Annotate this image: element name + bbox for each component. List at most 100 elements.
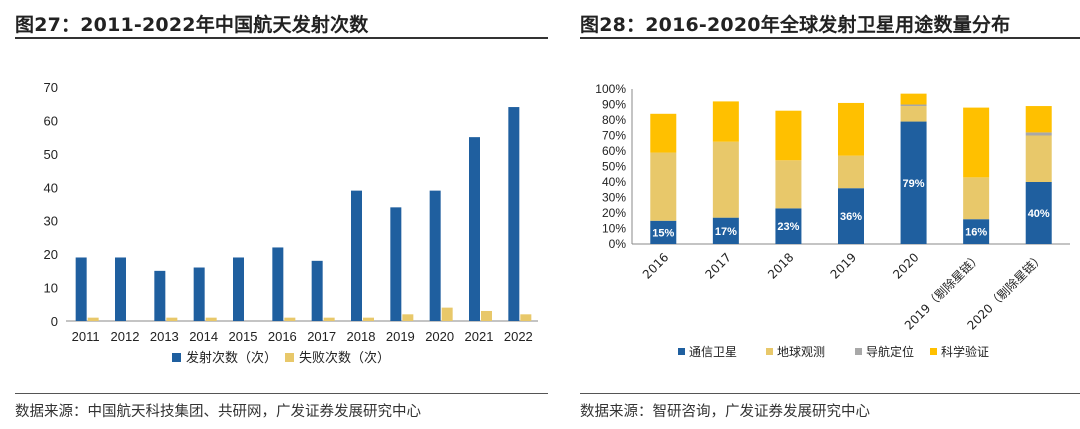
x-tick-label: 2011 [72,329,100,344]
legend-swatch [678,348,685,355]
bar-earth-observation [838,155,864,189]
legend-swatch [766,348,773,355]
bar-failures [481,310,492,321]
x-tick-label: 2021 [465,329,494,344]
x-tick-label: 2018 [347,329,376,344]
y-tick-label: 90% [602,98,626,112]
bar-failures [87,317,99,321]
figure-28-panel: 图28：2016-2020年全球发射卫星用途数量分布 0% 10% 20% 30% 40… [570,0,1080,429]
figure-27-panel: 图27：2011-2022年中国航天发射次数 0 10 20 30 40 50 60 70 20… [15,14,548,420]
legend-swatch [855,348,862,355]
bar-launches [193,267,205,321]
figure-28-source: 数据来源：智研咨询，广发证券发展研究中心 [580,404,870,420]
bar-earth-observation [650,152,677,221]
x-tick-label: 2015 [229,329,258,344]
bar-launches [115,257,126,321]
y-tick-label: 80% [602,113,626,127]
legend-swatch [930,348,937,355]
bar-launches [351,190,362,321]
y-tick-label: 30% [602,191,626,205]
data-label: 23% [777,221,799,233]
bar-launches [233,257,244,321]
bar-failures [166,317,178,321]
bar-science [1025,106,1052,133]
launch-count-chart: 0 10 20 30 40 50 60 70 2011 2012 2013 2014 2015 2016 2… [44,80,538,366]
bar-launches [508,107,520,321]
x-tick-label: 2014 [189,329,218,344]
bar-communication [963,219,990,244]
y-tick-label: 10 [44,281,58,296]
bar-failures [284,317,296,321]
bar-communication [900,121,927,244]
bar-failures [441,307,453,321]
data-label: 15% [652,227,674,239]
bar-communication [838,188,864,244]
x-tick-label: 2020 [425,329,454,344]
x-tick-label: 2017 [702,250,733,281]
bar-science [838,102,864,156]
bar-communication [775,208,802,244]
bar-failures [323,317,335,321]
bar-failures [520,314,532,321]
data-label: 79% [903,178,925,190]
y-tick-label: 30 [44,214,58,229]
legend-label: 科学验证 [941,344,989,359]
x-tick-label: 2020 [890,250,921,281]
bar-launches [154,270,166,321]
legend-swatch [285,353,294,362]
y-tick-label: 40 [44,180,58,195]
y-tick-label: 20% [602,206,626,220]
x-tick-label: 2019 [828,250,859,281]
bar-launches [272,247,284,321]
bar-earth-observation [1025,135,1052,182]
bar-failures [402,314,414,321]
y-tick-label: 40% [602,175,626,189]
bar-launches [75,257,87,321]
legend-swatch [172,353,181,362]
legend-label: 导航定位 [866,344,914,359]
x-tick-label: 2018 [765,250,796,281]
bar-earth-observation [900,106,927,122]
x-tick-label: 2016 [268,329,297,344]
bar-failures [363,317,374,321]
bar-communication [650,220,677,244]
x-tick-label: 2022 [504,329,533,344]
title-rule [580,37,1080,39]
source-rule [580,393,1080,394]
x-tick-label: 2019 [386,329,415,344]
bar-communication [1025,182,1052,244]
bar-launches [390,207,402,321]
data-label: 17% [715,226,737,238]
data-label: 40% [1028,208,1050,220]
x-tick-label: 2013 [150,329,179,344]
figure-28-title: 图28：2016-2020年全球发射卫星用途数量分布 [580,14,1011,36]
y-tick-label: 60 [44,113,58,128]
source-rule [15,393,548,394]
bar-earth-observation [712,141,739,218]
y-tick-label: 20 [44,247,58,262]
bar-earth-observation [963,177,990,220]
y-tick-label: 100% [595,82,626,96]
figure-27-title: 图27：2011-2022年中国航天发射次数 [15,14,369,36]
bar-science [900,93,927,105]
figure-27-source: 数据来源：中国航天科技集团、共研网，广发证券发展研究中心 [15,404,421,420]
x-tick-label: 2017 [307,329,336,344]
y-tick-label: 0 [51,314,58,329]
bar-science [712,101,739,142]
bar-navigation [900,104,927,107]
legend-label: 失败次数（次） [299,350,390,366]
bar-launches [311,260,323,321]
x-tick-label: 2012 [111,329,140,344]
x-tick-label: 2016 [640,250,671,281]
legend-label: 发射次数（次） [186,350,277,366]
data-label: 36% [840,211,862,223]
bar-navigation [1025,132,1052,136]
bar-communication [712,217,739,244]
bar-failures [205,317,217,321]
bar-earth-observation [775,160,802,209]
y-tick-label: 50 [44,147,58,162]
legend-label: 通信卫星 [689,345,737,359]
title-rule [15,37,548,39]
y-tick-label: 10% [602,222,626,236]
y-tick-label: 70% [602,129,626,143]
